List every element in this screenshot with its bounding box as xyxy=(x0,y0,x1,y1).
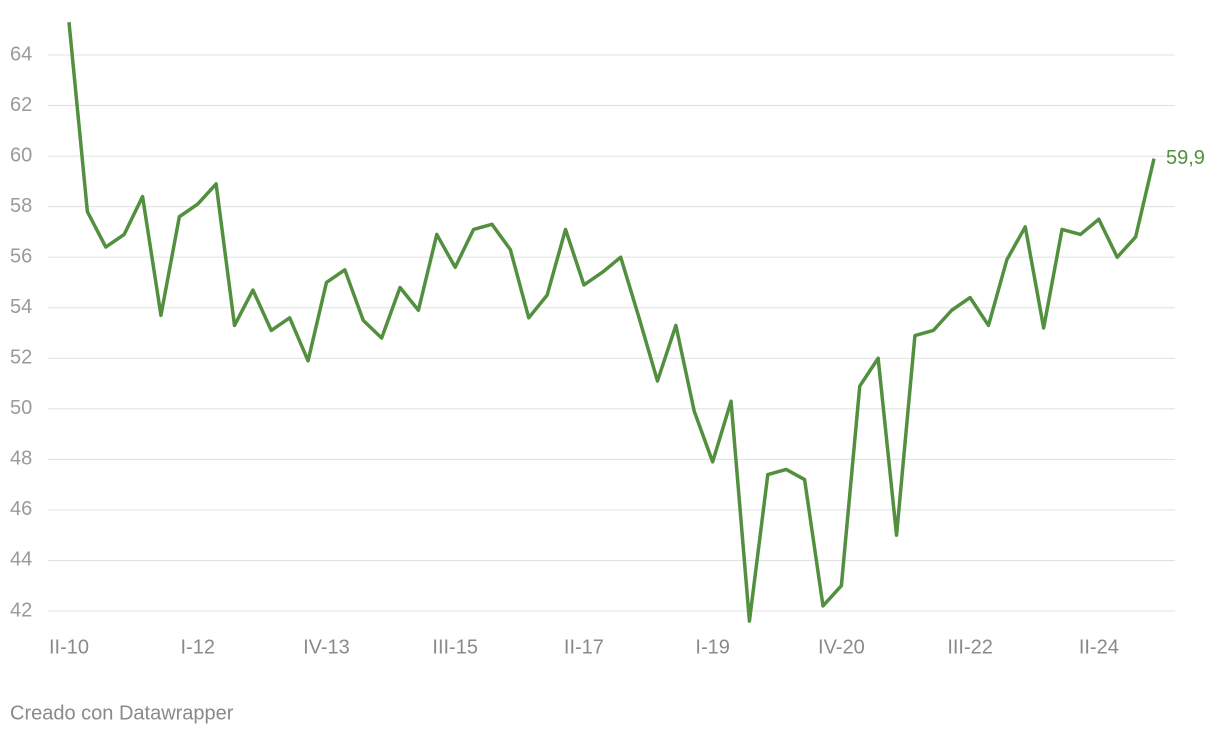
y-tick-label: 48 xyxy=(10,448,32,470)
x-tick-label: II-10 xyxy=(49,636,89,658)
line xyxy=(67,21,1156,623)
y-tick-label: 56 xyxy=(10,245,32,267)
y-tick-label: 42 xyxy=(10,599,32,621)
x-tick-label: III-15 xyxy=(432,636,478,658)
y-tick-label: 54 xyxy=(10,296,32,318)
y-tick-label: 58 xyxy=(10,195,32,217)
credit: Creado con Datawrapper xyxy=(10,702,234,724)
y-tick-label: 46 xyxy=(10,498,32,520)
y-tick-label: 44 xyxy=(10,549,32,571)
y-tick-label: 50 xyxy=(10,397,32,419)
x-tick-label: II-24 xyxy=(1079,636,1119,658)
x-tick-label: III-22 xyxy=(947,636,993,658)
x-tick-label: II-17 xyxy=(564,636,604,658)
y-tick-label: 64 xyxy=(10,43,32,65)
y-tick-label: 60 xyxy=(10,144,32,166)
x-tick-label: IV-13 xyxy=(303,636,350,658)
value-label: 59,9 xyxy=(1166,147,1205,169)
y-tick-label: 52 xyxy=(10,347,32,369)
y-tick-label: 62 xyxy=(10,94,32,116)
x-tick-label: I-12 xyxy=(180,636,214,658)
x-tick-label: I-19 xyxy=(695,636,729,658)
x-tick-label: IV-20 xyxy=(818,636,865,658)
